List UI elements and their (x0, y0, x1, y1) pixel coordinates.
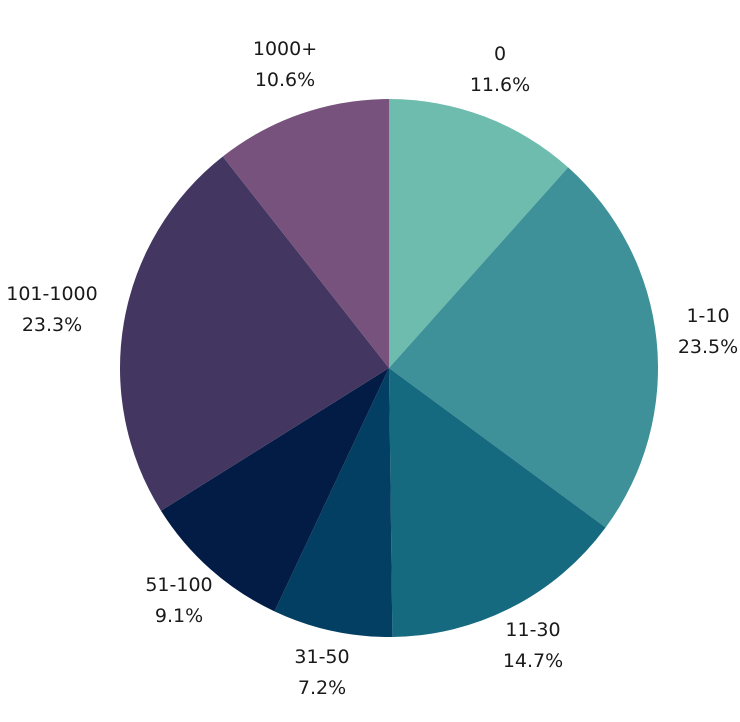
pie-slice-51-100 (160, 368, 389, 612)
slice-category-label: 51-100 (145, 574, 212, 596)
slice-value-label: 9.1% (155, 605, 203, 627)
slice-value-label: 23.3% (22, 314, 82, 336)
pie-slice-1-10 (389, 167, 658, 528)
slice-value-label: 11.6% (470, 74, 530, 96)
slice-value-label: 7.2% (298, 677, 346, 699)
pie-slice-11-30 (389, 368, 606, 637)
slice-value-label: 14.7% (503, 650, 563, 672)
pie-slice-31-50 (274, 368, 393, 637)
slice-category-label: 0 (494, 43, 506, 65)
slice-category-label: 101-1000 (6, 283, 97, 305)
slice-value-label: 10.6% (255, 69, 315, 91)
slice-category-label: 31-50 (294, 646, 349, 668)
pie-slice-0 (389, 99, 569, 368)
pie-slices (120, 99, 658, 637)
slice-category-label: 1-10 (686, 305, 729, 327)
pie-slice-1000+ (222, 99, 389, 368)
pie-labels: 0 11.6% 1-10 23.5% 11-30 14.7% 31-50 7.2% 51-100… (6, 38, 738, 699)
slice-category-label: 11-30 (505, 619, 560, 641)
pie-slice-101-1000 (120, 156, 389, 511)
slice-value-label: 23.5% (678, 336, 738, 358)
slice-category-label: 1000+ (253, 38, 317, 60)
